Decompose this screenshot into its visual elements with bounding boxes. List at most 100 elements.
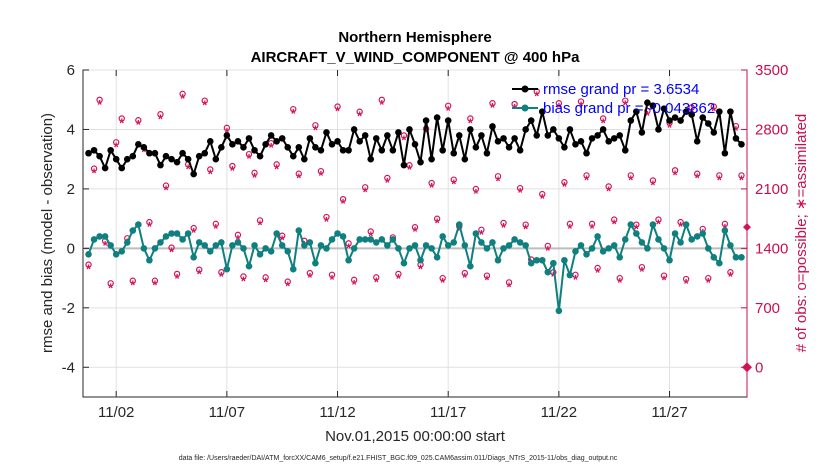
obs-assimilated-marker: *: [263, 274, 269, 289]
obs-assimilated-marker: *: [473, 186, 479, 201]
rmse-point: [212, 155, 220, 163]
obs-possible-marker: [328, 271, 336, 278]
rmse-point: [229, 141, 236, 148]
obs-possible-marker: [655, 216, 662, 223]
bias-point: [234, 239, 242, 246]
obs-assimilated-marker: *: [136, 117, 142, 132]
obs-assimilated-marker: *: [152, 278, 158, 293]
obs-possible-marker: [207, 166, 214, 173]
bias-point: [190, 253, 197, 261]
obs-assimilated-marker: *: [634, 222, 640, 237]
obs-possible-marker: [599, 115, 607, 122]
bias-point: [350, 245, 358, 252]
obs-assimilated-marker: *: [451, 177, 457, 192]
obs-possible-marker: [350, 276, 358, 284]
obs-possible-marker: [738, 172, 745, 179]
bias-point: [649, 221, 657, 228]
y2-tick-label: 700: [755, 300, 780, 317]
bias-point: [395, 245, 402, 252]
rmse-point: [389, 146, 397, 154]
obs-assimilated-marker: *: [435, 216, 441, 231]
obs-possible-marker: [450, 176, 457, 183]
x-tick-label: 11/17: [430, 404, 466, 421]
rmse-point: [135, 141, 142, 148]
obs-assimilated-marker: *: [169, 245, 175, 260]
obs-assimilated-marker: *: [274, 161, 280, 176]
obs-assimilated-marker: *: [606, 183, 612, 198]
obs-possible-marker: [162, 182, 170, 189]
obs-assimilated-marker: *: [296, 171, 302, 186]
data-file-footnote: data file: /Users/raeder/DAI/ATM_forcXX/…: [179, 455, 618, 462]
rmse-point: [583, 149, 590, 157]
obs-possible-marker: [306, 269, 314, 277]
bias-point: [682, 221, 690, 228]
bias-point: [671, 230, 679, 237]
rmse-point: [328, 141, 336, 148]
rmse-point: [594, 132, 601, 139]
bias-point: [323, 245, 330, 252]
obs-possible-marker: [400, 132, 408, 139]
bias-point: [561, 256, 568, 264]
bias-point: [660, 245, 668, 252]
bias-point: [372, 239, 380, 246]
rmse-point: [538, 108, 546, 115]
rmse-point: [301, 155, 308, 163]
rmse-point: [633, 108, 640, 115]
bias-point: [312, 259, 319, 267]
obs-possible-marker: [577, 98, 585, 105]
obs-assimilated-marker: *: [407, 162, 413, 177]
obs-assimilated-marker: *: [612, 217, 618, 232]
rmse-point: [245, 135, 253, 142]
rmse-point: [638, 129, 646, 136]
bias-point: [400, 259, 408, 267]
bias-point: [588, 245, 596, 252]
bias-point: [483, 245, 491, 252]
y2-tick-label: 2100: [755, 181, 788, 198]
obs-assimilated-marker: *: [374, 274, 380, 289]
bias-point: [500, 245, 507, 252]
bias-point: [112, 251, 120, 258]
bias-point: [334, 230, 341, 237]
obs-possible-marker: [428, 179, 435, 187]
rmse-point: [123, 155, 131, 163]
obs-possible-marker: [594, 264, 601, 272]
rmse-point: [644, 99, 651, 106]
bias-point: [738, 253, 745, 261]
obs-assimilated-marker: *: [329, 272, 335, 287]
obs-assimilated-marker: *: [678, 219, 684, 234]
obs-assimilated-marker: *: [241, 273, 247, 288]
rmse-point: [677, 117, 684, 124]
bias-point: [417, 256, 424, 264]
obs-assimilated-marker: *: [163, 183, 169, 198]
obs-possible-marker: [688, 104, 695, 111]
y-axis-label: rmse and bias (model - observation): [39, 113, 56, 353]
obs-assimilated-marker: *: [650, 178, 656, 193]
bias-point: [201, 242, 209, 249]
bias-point: [301, 242, 308, 249]
obs-possible-marker: [627, 172, 635, 179]
obs-possible-marker: [312, 122, 319, 129]
bias-point: [621, 236, 629, 243]
obs-possible-marker: [273, 161, 280, 168]
obs-possible-marker: [190, 224, 197, 232]
rmse-point: [660, 105, 668, 112]
y2-tick-label: 3500: [755, 62, 788, 79]
obs-assimilated-marker: *: [739, 172, 745, 187]
obs-assimilated-marker: *: [291, 106, 297, 121]
bias-point: [527, 259, 535, 267]
obs-possible-marker: [129, 277, 136, 284]
rmse-point: [312, 143, 319, 151]
bias-point: [699, 230, 707, 237]
rmse-point: [693, 138, 701, 145]
rmse-point: [444, 117, 452, 124]
rmse-point: [433, 114, 441, 121]
obs-assimilated-marker: *: [457, 223, 463, 238]
rmse-point: [223, 132, 231, 139]
obs-assimilated-marker: *: [540, 191, 546, 206]
obs-possible-marker: [539, 190, 546, 198]
obs-possible-marker: [472, 185, 480, 193]
bias-point: [356, 236, 363, 243]
rmse-point: [527, 117, 535, 124]
rmse-point: [483, 149, 491, 157]
bias-point: [450, 239, 458, 246]
